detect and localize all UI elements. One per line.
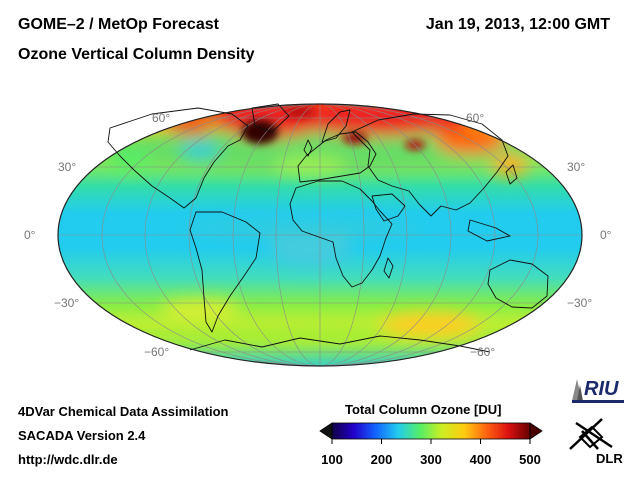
lat-label-60s-left: −60° xyxy=(144,345,170,359)
riu-logo-icon: RIU xyxy=(572,378,624,403)
sea-islands-outline xyxy=(467,219,511,242)
australia-outline xyxy=(487,259,549,309)
africa-outline xyxy=(289,180,393,288)
colorbar-title: Total Column Ozone [DU] xyxy=(345,402,502,417)
colorbar-min-arrow xyxy=(319,422,333,440)
lat-label-30n-right: 30° xyxy=(567,160,586,174)
colorbar-max-arrow xyxy=(529,422,543,440)
greenland-outline xyxy=(251,103,290,133)
british-isles-outline xyxy=(303,139,313,157)
japan-outline xyxy=(505,164,518,185)
subtitle: Ozone Vertical Column Density xyxy=(18,46,255,63)
coastlines xyxy=(107,103,549,353)
lat-label-eq-right: 0° xyxy=(600,228,612,242)
colorbar-tick-label: 400 xyxy=(469,452,492,467)
south-america-outline xyxy=(189,211,261,333)
lat-label-60n-right: 60° xyxy=(466,111,485,125)
colorbar-tick-label: 300 xyxy=(420,452,442,467)
arabia-outline xyxy=(371,193,406,222)
ozone-map xyxy=(57,103,583,367)
globe-outline xyxy=(57,103,583,367)
dlr-logo-text: DLR xyxy=(596,451,623,466)
riu-logo-text: RIU xyxy=(584,378,619,400)
colorbar-tick-label: 200 xyxy=(370,452,393,467)
dlr-logo-icon: DLR xyxy=(569,418,623,466)
colorbar-tick-label: 500 xyxy=(519,452,541,467)
title-left: GOME–2 / MetOp Forecast xyxy=(18,16,219,33)
forecast-date: Jan 19, 2013, 12:00 GMT xyxy=(425,16,610,33)
lat-label-60n-left: 60° xyxy=(152,111,171,125)
colorbar-tick-label: 100 xyxy=(321,452,343,467)
madagascar-outline xyxy=(383,257,394,279)
footer-url[interactable]: http://wdc.dlr.de xyxy=(18,452,118,467)
colorbar-ramp xyxy=(331,422,531,440)
lat-label-eq-left: 0° xyxy=(24,228,36,242)
scandinavia-outline xyxy=(321,109,351,143)
lat-label-60s-right: −60° xyxy=(470,345,496,359)
lat-label-30s-right: −30° xyxy=(567,296,593,310)
lat-label-30s-left: −30° xyxy=(54,296,80,310)
lat-label-30n-left: 30° xyxy=(58,160,77,174)
colorbar xyxy=(319,422,543,444)
antarctica-outline xyxy=(189,335,491,353)
footer-method: 4DVar Chemical Data Assimilation xyxy=(18,404,229,419)
footer-version: SACADA Version 2.4 xyxy=(18,428,146,443)
asia-outline xyxy=(351,113,509,217)
north-america-outline xyxy=(107,107,249,209)
